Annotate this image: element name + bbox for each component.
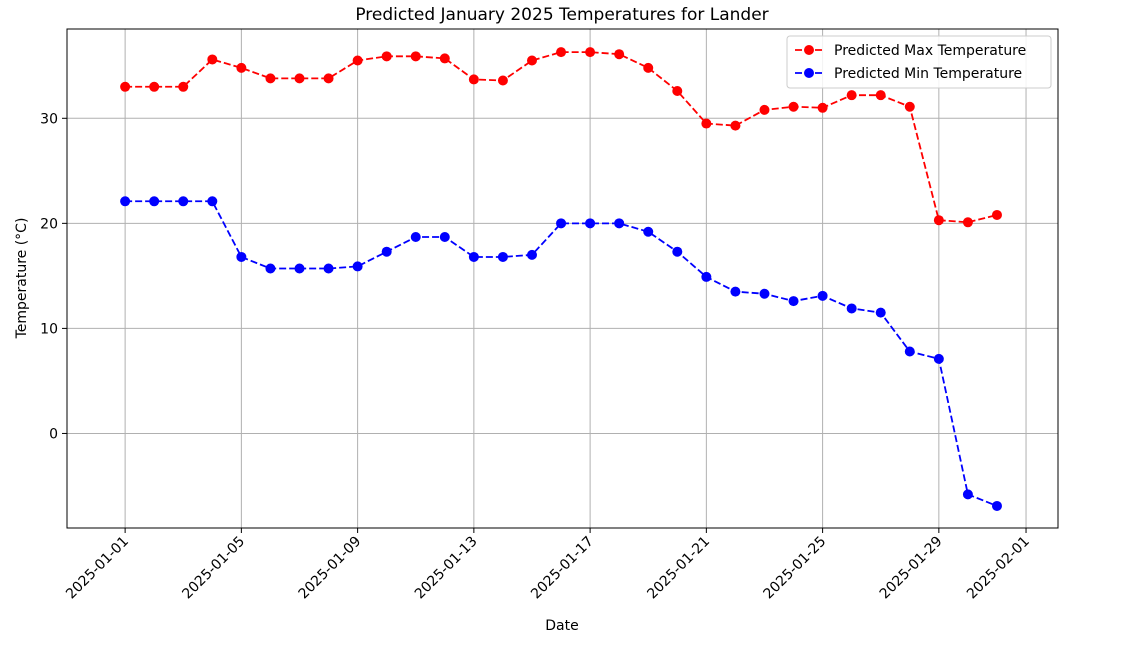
data-point (875, 90, 886, 101)
x-tick-label: 2025-01-25 (761, 534, 830, 603)
data-point (730, 286, 741, 297)
y-axis-ticks: 0 10 20 30 (40, 111, 67, 442)
data-point (497, 75, 508, 86)
data-point (381, 51, 392, 62)
data-point (759, 288, 770, 299)
data-point (352, 55, 363, 66)
data-point (149, 81, 160, 92)
data-point (323, 263, 334, 274)
data-point (672, 85, 683, 96)
data-point (614, 49, 625, 60)
data-point (439, 232, 450, 243)
data-point (323, 73, 334, 84)
data-point (265, 73, 276, 84)
legend-swatch-marker (804, 68, 814, 78)
data-point (352, 261, 363, 272)
data-point (614, 218, 625, 229)
data-point (904, 346, 915, 357)
x-tick-label: 2025-01-13 (412, 534, 481, 603)
data-point (701, 118, 712, 129)
legend-item: Predicted Min Temperature (795, 66, 1022, 82)
data-point (178, 196, 189, 207)
data-point (526, 55, 537, 66)
data-point (846, 90, 857, 101)
data-point (904, 101, 915, 112)
data-point (236, 251, 247, 262)
y-tick-label: 20 (40, 216, 58, 232)
x-tick-label: 2025-01-05 (179, 534, 248, 603)
data-point (497, 251, 508, 262)
data-point (991, 500, 1002, 511)
data-point (236, 62, 247, 73)
x-tick-label: 2025-01-29 (877, 534, 946, 603)
data-point (933, 353, 944, 364)
data-point (759, 104, 770, 115)
data-point (265, 263, 276, 274)
x-tick-label: 2025-01-17 (528, 534, 597, 603)
data-point (643, 226, 654, 237)
plot-frame (66, 28, 1059, 529)
x-axis-ticks: 2025-01-01 2025-01-05 2025-01-09 2025-01-13… (63, 528, 1033, 602)
data-point (672, 246, 683, 257)
legend-swatch-marker (804, 45, 814, 55)
data-point (207, 54, 218, 65)
series-max-temperature (120, 47, 1002, 228)
y-axis-label: Temperature (°C) (14, 218, 30, 340)
data-point (120, 81, 131, 92)
legend-label: Predicted Max Temperature (834, 43, 1026, 59)
data-point (468, 251, 479, 262)
data-point (585, 47, 596, 58)
data-point (846, 303, 857, 314)
legend-box (786, 35, 1052, 89)
data-point (991, 209, 1002, 220)
data-point (788, 296, 799, 307)
legend-label: Predicted Min Temperature (834, 66, 1022, 82)
data-point (294, 263, 305, 274)
data-point (933, 215, 944, 226)
data-point (120, 196, 131, 207)
x-tick-label: 2025-01-21 (644, 534, 713, 603)
y-tick-label: 30 (40, 111, 58, 127)
x-axis-label: Date (545, 618, 578, 634)
data-point (294, 73, 305, 84)
data-point (730, 120, 741, 131)
series-line (125, 200, 998, 507)
chart-title: Predicted January 2025 Temperatures for … (355, 5, 768, 25)
data-point (962, 489, 973, 500)
data-point (381, 246, 392, 257)
legend-item: Predicted Max Temperature (795, 43, 1026, 59)
data-point (149, 196, 160, 207)
data-point (788, 101, 799, 112)
data-point (410, 232, 421, 243)
data-point (178, 81, 189, 92)
data-point (526, 249, 537, 260)
data-point (817, 290, 828, 301)
data-point (207, 196, 218, 207)
legend: Predicted Max Temperature Predicted Min T… (786, 35, 1052, 89)
x-tick-label: 2025-02-01 (964, 534, 1033, 603)
data-point (962, 217, 973, 228)
x-tick-label: 2025-01-09 (296, 534, 365, 603)
data-point (585, 218, 596, 229)
data-point (701, 271, 712, 282)
data-point (817, 102, 828, 113)
data-point (556, 47, 567, 58)
series-min-temperature (120, 196, 1002, 511)
data-point (556, 218, 567, 229)
data-point (439, 53, 450, 64)
data-point (643, 62, 654, 73)
y-tick-label: 10 (40, 321, 58, 337)
series-layer (120, 47, 1002, 511)
data-point (468, 74, 479, 85)
x-tick-label: 2025-01-01 (63, 534, 132, 603)
data-point (410, 51, 421, 62)
y-tick-label: 0 (49, 426, 58, 442)
data-point (875, 307, 886, 318)
